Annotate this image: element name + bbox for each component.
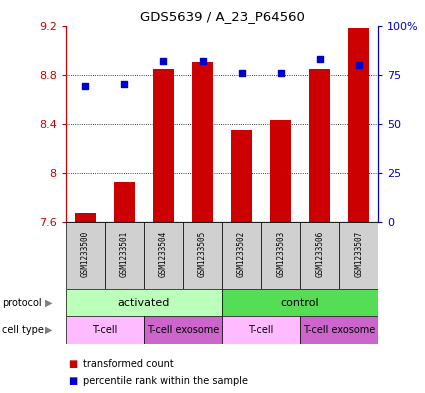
Bar — [114, 182, 135, 222]
Bar — [66, 222, 105, 289]
Text: GSM1233505: GSM1233505 — [198, 231, 207, 277]
Point — [82, 83, 89, 90]
Bar — [66, 316, 144, 344]
Bar — [309, 68, 330, 222]
Point — [316, 56, 323, 62]
Text: T-cell: T-cell — [92, 325, 118, 335]
Text: GSM1233503: GSM1233503 — [276, 231, 285, 277]
Text: protocol: protocol — [2, 298, 42, 308]
Bar — [153, 68, 174, 222]
Bar — [222, 222, 261, 289]
Point — [160, 58, 167, 64]
Text: GSM1233500: GSM1233500 — [81, 231, 90, 277]
Bar — [270, 120, 292, 222]
Text: control: control — [281, 298, 320, 308]
Bar — [348, 28, 369, 222]
Text: ■: ■ — [68, 358, 77, 369]
Text: transformed count: transformed count — [83, 358, 174, 369]
Bar — [183, 222, 222, 289]
Point — [238, 70, 245, 76]
Text: T-cell: T-cell — [249, 325, 274, 335]
Text: ▶: ▶ — [45, 325, 52, 335]
Point — [199, 58, 206, 64]
Bar — [66, 289, 222, 316]
Point — [277, 70, 284, 76]
Text: GSM1233501: GSM1233501 — [120, 231, 129, 277]
Text: percentile rank within the sample: percentile rank within the sample — [83, 376, 248, 386]
Bar — [300, 222, 339, 289]
Text: activated: activated — [118, 298, 170, 308]
Bar — [222, 289, 378, 316]
Point — [355, 62, 362, 68]
Bar — [144, 222, 183, 289]
Title: GDS5639 / A_23_P64560: GDS5639 / A_23_P64560 — [140, 10, 304, 23]
Bar — [339, 222, 378, 289]
Bar — [144, 316, 222, 344]
Bar — [261, 222, 300, 289]
Text: T-cell exosome: T-cell exosome — [147, 325, 219, 335]
Text: GSM1233504: GSM1233504 — [159, 231, 168, 277]
Text: ■: ■ — [68, 376, 77, 386]
Text: GSM1233506: GSM1233506 — [315, 231, 324, 277]
Text: GSM1233507: GSM1233507 — [354, 231, 363, 277]
Point — [121, 81, 128, 88]
Bar — [300, 316, 378, 344]
Bar — [222, 316, 300, 344]
Bar — [105, 222, 144, 289]
Text: ▶: ▶ — [45, 298, 52, 308]
Text: GSM1233502: GSM1233502 — [237, 231, 246, 277]
Bar — [75, 213, 96, 222]
Bar — [192, 62, 213, 222]
Text: cell type: cell type — [2, 325, 44, 335]
Bar — [231, 130, 252, 222]
Text: T-cell exosome: T-cell exosome — [303, 325, 375, 335]
